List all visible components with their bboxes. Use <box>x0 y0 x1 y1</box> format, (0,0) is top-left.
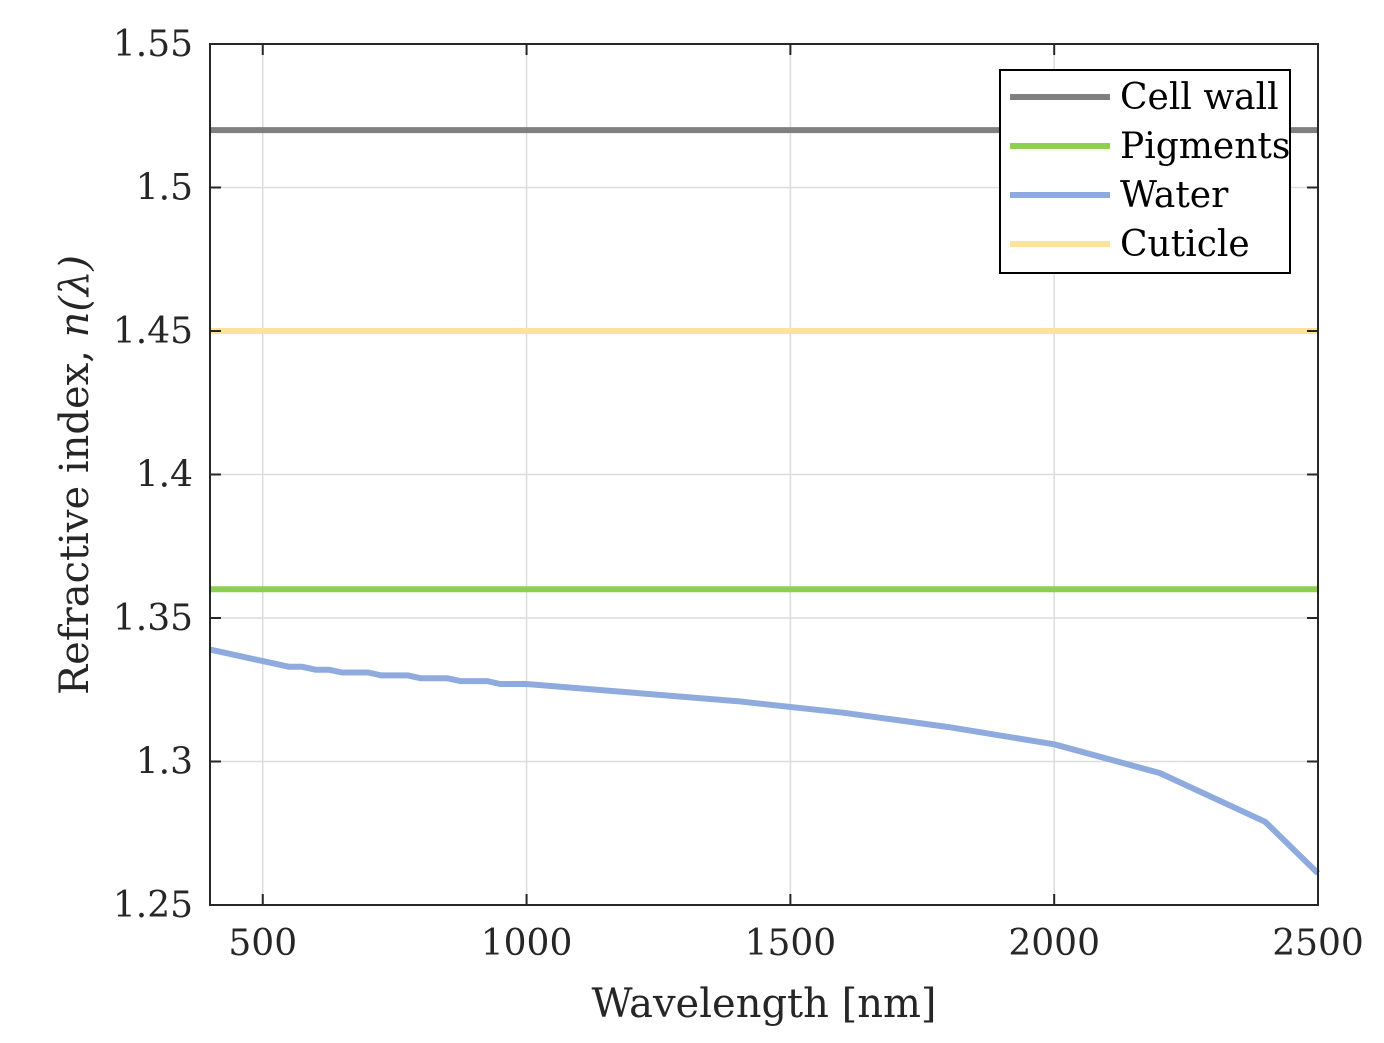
x-tick-label: 2000 <box>1008 923 1100 964</box>
axis-tick-labels: 500 1000 1500 2000 2500 1.25 1.3 1.35 1.4 1.45 1.5… <box>113 24 1364 964</box>
legend-box <box>999 69 1291 274</box>
y-tick-label: 1.45 <box>113 311 193 352</box>
y-tick-label: 1.3 <box>136 742 193 783</box>
series-line-water <box>209 646 1321 876</box>
axis-ticks <box>210 43 1319 906</box>
x-axis-title: Wavelength [nm] <box>591 981 936 1027</box>
x-tick-label: 1000 <box>481 923 573 964</box>
x-tick-label: 1500 <box>745 923 837 964</box>
y-axis-title-text: Refractive index, <box>52 337 98 695</box>
legend: Cell wall Pigments Water Cuticle <box>999 69 1291 274</box>
legend-label-water: Water <box>1120 175 1229 216</box>
y-tick-label: 1.55 <box>113 24 193 65</box>
y-tick-label: 1.4 <box>136 455 193 496</box>
x-tick-label: 2500 <box>1272 923 1364 964</box>
legend-label-cell-wall: Cell wall <box>1120 77 1279 118</box>
y-axis-title-math: n(λ) <box>52 255 98 337</box>
y-tick-label: 1.35 <box>113 598 193 639</box>
legend-label-pigments: Pigments <box>1120 126 1290 167</box>
y-tick-label: 1.25 <box>113 885 193 926</box>
x-tick-label: 500 <box>228 923 297 964</box>
legend-label-cuticle: Cuticle <box>1120 224 1250 265</box>
y-axis-title: Refractive index, n(λ) <box>52 255 98 695</box>
y-tick-label: 1.5 <box>136 168 193 209</box>
